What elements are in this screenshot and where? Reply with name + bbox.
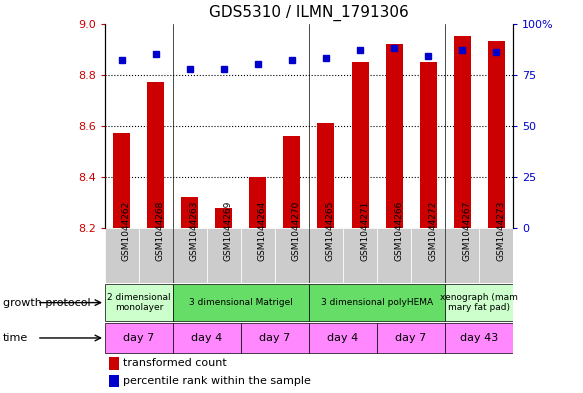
Bar	[283, 136, 300, 228]
Text: GSM1044266: GSM1044266	[394, 200, 403, 261]
FancyBboxPatch shape	[445, 323, 513, 353]
Bar	[114, 133, 131, 228]
FancyBboxPatch shape	[343, 228, 377, 283]
FancyBboxPatch shape	[377, 228, 411, 283]
Text: GSM1044263: GSM1044263	[190, 200, 199, 261]
FancyBboxPatch shape	[173, 323, 241, 353]
FancyBboxPatch shape	[275, 228, 309, 283]
Text: GSM1044269: GSM1044269	[224, 200, 233, 261]
Bar	[181, 197, 198, 228]
Text: growth protocol: growth protocol	[3, 298, 90, 308]
Text: day 4: day 4	[191, 333, 223, 343]
FancyBboxPatch shape	[173, 228, 207, 283]
Text: GSM1044270: GSM1044270	[292, 200, 301, 261]
FancyBboxPatch shape	[105, 228, 139, 283]
FancyBboxPatch shape	[309, 323, 377, 353]
FancyBboxPatch shape	[377, 323, 445, 353]
Text: day 7: day 7	[124, 333, 154, 343]
FancyBboxPatch shape	[139, 228, 173, 283]
Text: GSM1044262: GSM1044262	[122, 200, 131, 261]
Text: GSM1044271: GSM1044271	[360, 200, 369, 261]
Text: GSM1044268: GSM1044268	[156, 200, 165, 261]
Text: percentile rank within the sample: percentile rank within the sample	[124, 376, 311, 386]
Bar	[487, 41, 504, 228]
Bar	[109, 357, 119, 369]
Text: day 7: day 7	[259, 333, 290, 343]
FancyBboxPatch shape	[445, 284, 513, 321]
FancyBboxPatch shape	[241, 228, 275, 283]
FancyBboxPatch shape	[241, 323, 309, 353]
Bar	[250, 177, 266, 228]
Text: day 4: day 4	[328, 333, 359, 343]
Bar	[147, 83, 164, 228]
Text: time: time	[3, 333, 28, 343]
Bar	[109, 375, 119, 387]
Text: day 7: day 7	[395, 333, 427, 343]
FancyBboxPatch shape	[207, 228, 241, 283]
FancyBboxPatch shape	[309, 228, 343, 283]
Text: GSM1044264: GSM1044264	[258, 200, 267, 261]
Text: 3 dimensional Matrigel: 3 dimensional Matrigel	[189, 298, 293, 307]
Text: transformed count: transformed count	[124, 358, 227, 368]
Bar	[385, 44, 402, 228]
Text: GSM1044273: GSM1044273	[496, 200, 505, 261]
FancyBboxPatch shape	[105, 323, 173, 353]
FancyBboxPatch shape	[445, 228, 479, 283]
Text: xenograph (mam
mary fat pad): xenograph (mam mary fat pad)	[440, 293, 518, 312]
Text: day 43: day 43	[460, 333, 498, 343]
FancyBboxPatch shape	[411, 228, 445, 283]
Text: 2 dimensional
monolayer: 2 dimensional monolayer	[107, 293, 171, 312]
Bar	[420, 62, 437, 228]
Text: GSM1044265: GSM1044265	[326, 200, 335, 261]
FancyBboxPatch shape	[479, 228, 513, 283]
Bar	[216, 208, 233, 228]
Title: GDS5310 / ILMN_1791306: GDS5310 / ILMN_1791306	[209, 5, 409, 21]
Bar	[454, 37, 470, 228]
Bar	[352, 62, 368, 228]
Bar	[318, 123, 335, 228]
Text: GSM1044272: GSM1044272	[428, 200, 437, 261]
FancyBboxPatch shape	[309, 284, 445, 321]
FancyBboxPatch shape	[105, 284, 173, 321]
Text: GSM1044267: GSM1044267	[462, 200, 471, 261]
Text: 3 dimensional polyHEMA: 3 dimensional polyHEMA	[321, 298, 433, 307]
FancyBboxPatch shape	[173, 284, 309, 321]
